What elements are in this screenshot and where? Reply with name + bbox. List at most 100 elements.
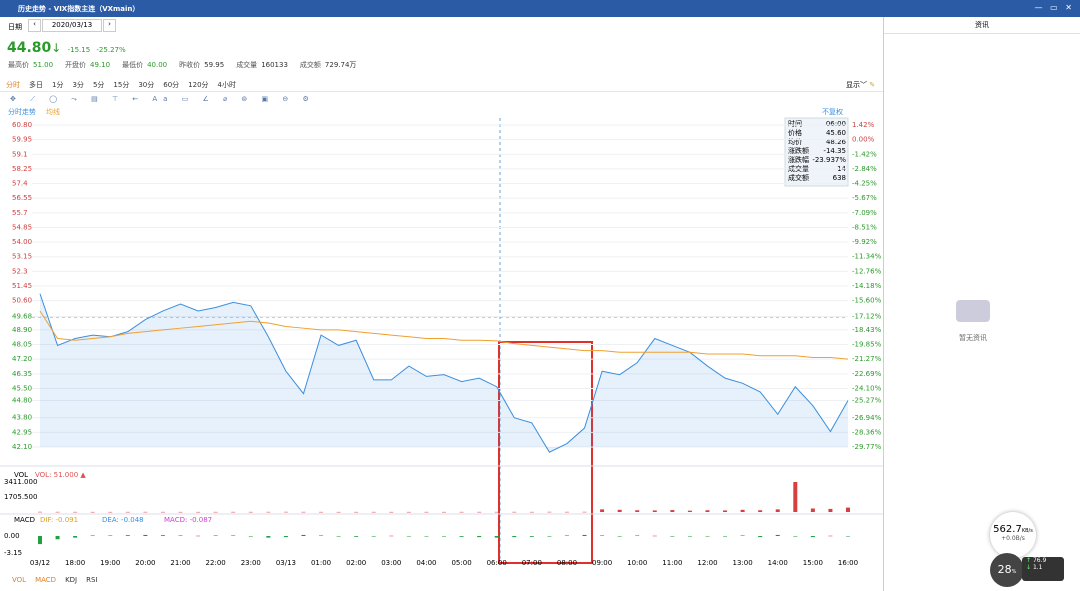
drawing-toolbar[interactable]: ✥ ⟋ ◯ ⤳ ▤ ⊤ ← Aa ▭ ∠ ⌀ ⊚ ▣ ⊖ ⚙ — [10, 95, 315, 103]
stat-value: 160133 — [261, 61, 288, 69]
x-tick-label: 20:00 — [135, 559, 155, 567]
period-tab[interactable]: 60分 — [163, 81, 180, 89]
x-tick-label: 09:00 — [592, 559, 612, 567]
period-tab[interactable]: 4小时 — [217, 81, 237, 89]
y2-tick-label: -26.94% — [852, 414, 882, 422]
bar — [846, 536, 850, 537]
cpu-unit: % — [1011, 569, 1017, 575]
period-tab[interactable]: 120分 — [188, 81, 209, 89]
x-tick-label: 04:00 — [416, 559, 436, 567]
news-title: 资讯 — [975, 21, 989, 29]
bar — [582, 534, 587, 537]
stat-label: 昨收价 — [179, 61, 201, 69]
stat-value: 59.95 — [204, 61, 225, 69]
x-tick-label: 06:00 — [487, 559, 507, 567]
down-arrow: ↓ — [51, 41, 62, 55]
change: -15.15 — [67, 46, 91, 54]
stat-label: 最高价 — [8, 61, 29, 69]
indicator-tab[interactable]: VOL — [12, 576, 27, 584]
window-controls[interactable]: — ▭ ✕ — [1034, 3, 1072, 12]
indicator-tab[interactable]: MACD — [35, 576, 57, 584]
x-tick-label: 22:00 — [206, 559, 226, 567]
x-tick-label: 03/13 — [276, 559, 296, 567]
bar — [248, 511, 253, 513]
x-tick-label: 10:00 — [627, 559, 647, 567]
bar — [477, 536, 482, 538]
y-tick-label: 56.55 — [12, 194, 32, 202]
bar — [547, 536, 552, 537]
rate-2: 1.1 — [1032, 564, 1043, 571]
period-tab[interactable]: 15分 — [113, 81, 130, 89]
period-tab[interactable]: 5分 — [92, 81, 105, 89]
bar — [213, 511, 218, 513]
x-tick-label: 02:00 — [346, 559, 366, 567]
y-tick-label: 48.90 — [12, 326, 32, 334]
bar — [424, 536, 429, 537]
info-value: -14.35 — [823, 147, 846, 155]
y-tick-label: 3411.000 — [4, 478, 37, 486]
indicator-tab[interactable]: KDJ — [65, 576, 78, 584]
x-tick-label: 16:00 — [838, 559, 858, 567]
bar — [687, 510, 692, 512]
y-tick-label: 48.05 — [12, 341, 32, 349]
bar — [160, 511, 165, 513]
bar — [283, 511, 288, 513]
y-tick-label: 54.00 — [12, 238, 32, 246]
period-tab[interactable]: 分时 — [6, 81, 20, 89]
y2-tick-label: -28.36% — [852, 428, 882, 436]
bar — [740, 509, 745, 512]
price: 44.80 — [7, 40, 52, 56]
y-tick-label: 59.95 — [12, 136, 32, 144]
bar — [529, 536, 534, 537]
bar — [231, 535, 236, 537]
bar — [670, 536, 675, 537]
y-tick-label: 42.95 — [12, 428, 32, 436]
y2-tick-label: -18.43% — [852, 326, 882, 334]
separator — [0, 91, 883, 92]
stat-value: 49.10 — [90, 61, 111, 69]
bar — [582, 511, 587, 513]
period-tab[interactable]: 30分 — [138, 81, 155, 89]
stat-value: 51.00 — [33, 61, 54, 69]
bar — [828, 508, 833, 512]
bar — [354, 511, 359, 513]
prev-date[interactable]: ‹ — [28, 19, 41, 32]
series-line — [39, 310, 849, 360]
x-tick-label: 01:00 — [311, 559, 331, 567]
bar — [758, 536, 763, 538]
y-tick-label: -3.15 — [4, 549, 22, 557]
period-tab[interactable]: 多日 — [29, 81, 43, 89]
price-area — [40, 293, 848, 453]
bar — [459, 511, 464, 513]
period-tab[interactable]: 1分 — [52, 81, 64, 89]
bar — [371, 536, 376, 537]
bar — [371, 511, 376, 513]
x-tick-label: 14:00 — [768, 559, 788, 567]
y-tick-label: 58.25 — [12, 165, 32, 173]
stat-value: 40.00 — [147, 61, 168, 69]
adjust-label[interactable]: 不复权 — [822, 107, 843, 116]
y-tick-label: 42.10 — [12, 443, 32, 451]
next-date[interactable]: › — [103, 19, 116, 32]
bar — [494, 536, 499, 538]
bar — [512, 536, 517, 538]
display-label[interactable]: 显示 — [846, 81, 860, 89]
bar — [775, 534, 780, 537]
y2-tick-label: -7.09% — [852, 209, 877, 217]
date-input[interactable]: 2020/03/13 — [42, 19, 102, 32]
info-label: 涨跌幅 — [788, 155, 809, 164]
cpu-value: 28 — [997, 563, 1012, 576]
indicator-tab[interactable]: RSI — [86, 576, 98, 584]
y-tick-label: 51.45 — [12, 282, 32, 290]
macd-title: MACD — [14, 516, 35, 524]
change-pct: -25.27% — [96, 46, 126, 54]
y-tick-label: 52.3 — [12, 267, 28, 275]
bar — [319, 535, 324, 537]
period-tab[interactable]: 3分 — [72, 81, 84, 89]
bar — [55, 536, 60, 540]
display-menu[interactable]: 显示﹀ ✎ — [846, 81, 876, 89]
bar — [600, 509, 605, 512]
net-down: 562.7 — [993, 524, 1022, 535]
bar — [406, 511, 411, 513]
